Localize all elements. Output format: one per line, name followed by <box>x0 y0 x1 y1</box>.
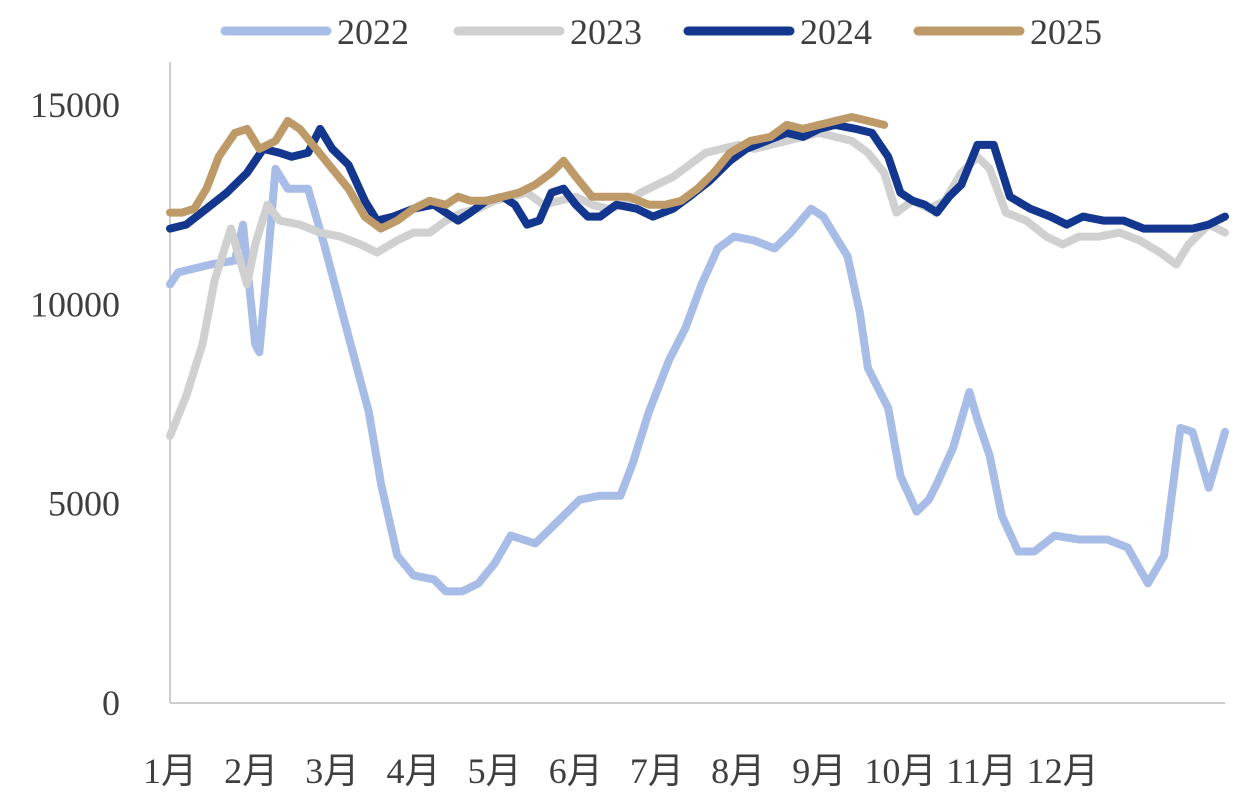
y-tick-label: 5000 <box>48 484 120 524</box>
x-tick-label: 1月 <box>143 751 197 791</box>
x-tick-label: 11月 <box>946 751 1017 791</box>
x-tick-label: 9月 <box>792 751 846 791</box>
y-tick-label: 10000 <box>30 284 120 324</box>
legend-label-2025: 2025 <box>1030 12 1102 52</box>
series-line-2024 <box>166 120 1229 233</box>
legend-label-2022: 2022 <box>337 12 409 52</box>
y-axis: 15000 10000 5000 0 <box>30 62 171 723</box>
series-line-2022 <box>166 164 1229 596</box>
x-tick-label: 10月 <box>864 751 936 791</box>
series-line-2025 <box>166 113 889 233</box>
chart-series <box>166 113 1229 596</box>
x-tick-label: 3月 <box>305 751 359 791</box>
x-tick-label: 4月 <box>386 751 440 791</box>
chart-legend: 2022 2023 2024 2025 <box>220 12 1102 52</box>
y-tick-label: 0 <box>102 683 120 723</box>
x-tick-label: 5月 <box>468 751 522 791</box>
x-tick-label: 7月 <box>630 751 684 791</box>
x-tick-label: 2月 <box>224 751 278 791</box>
x-tick-label: 8月 <box>711 751 765 791</box>
x-axis: 1月 2月 3月 4月 5月 6月 7月 8月 9月 10月 11月 12月 <box>143 702 1225 791</box>
y-tick-label: 15000 <box>30 85 120 125</box>
x-tick-label: 6月 <box>549 751 603 791</box>
legend-label-2023: 2023 <box>570 12 642 52</box>
legend-label-2024: 2024 <box>800 12 872 52</box>
series-line-2023 <box>166 128 1229 440</box>
x-tick-label: 12月 <box>1027 751 1099 791</box>
